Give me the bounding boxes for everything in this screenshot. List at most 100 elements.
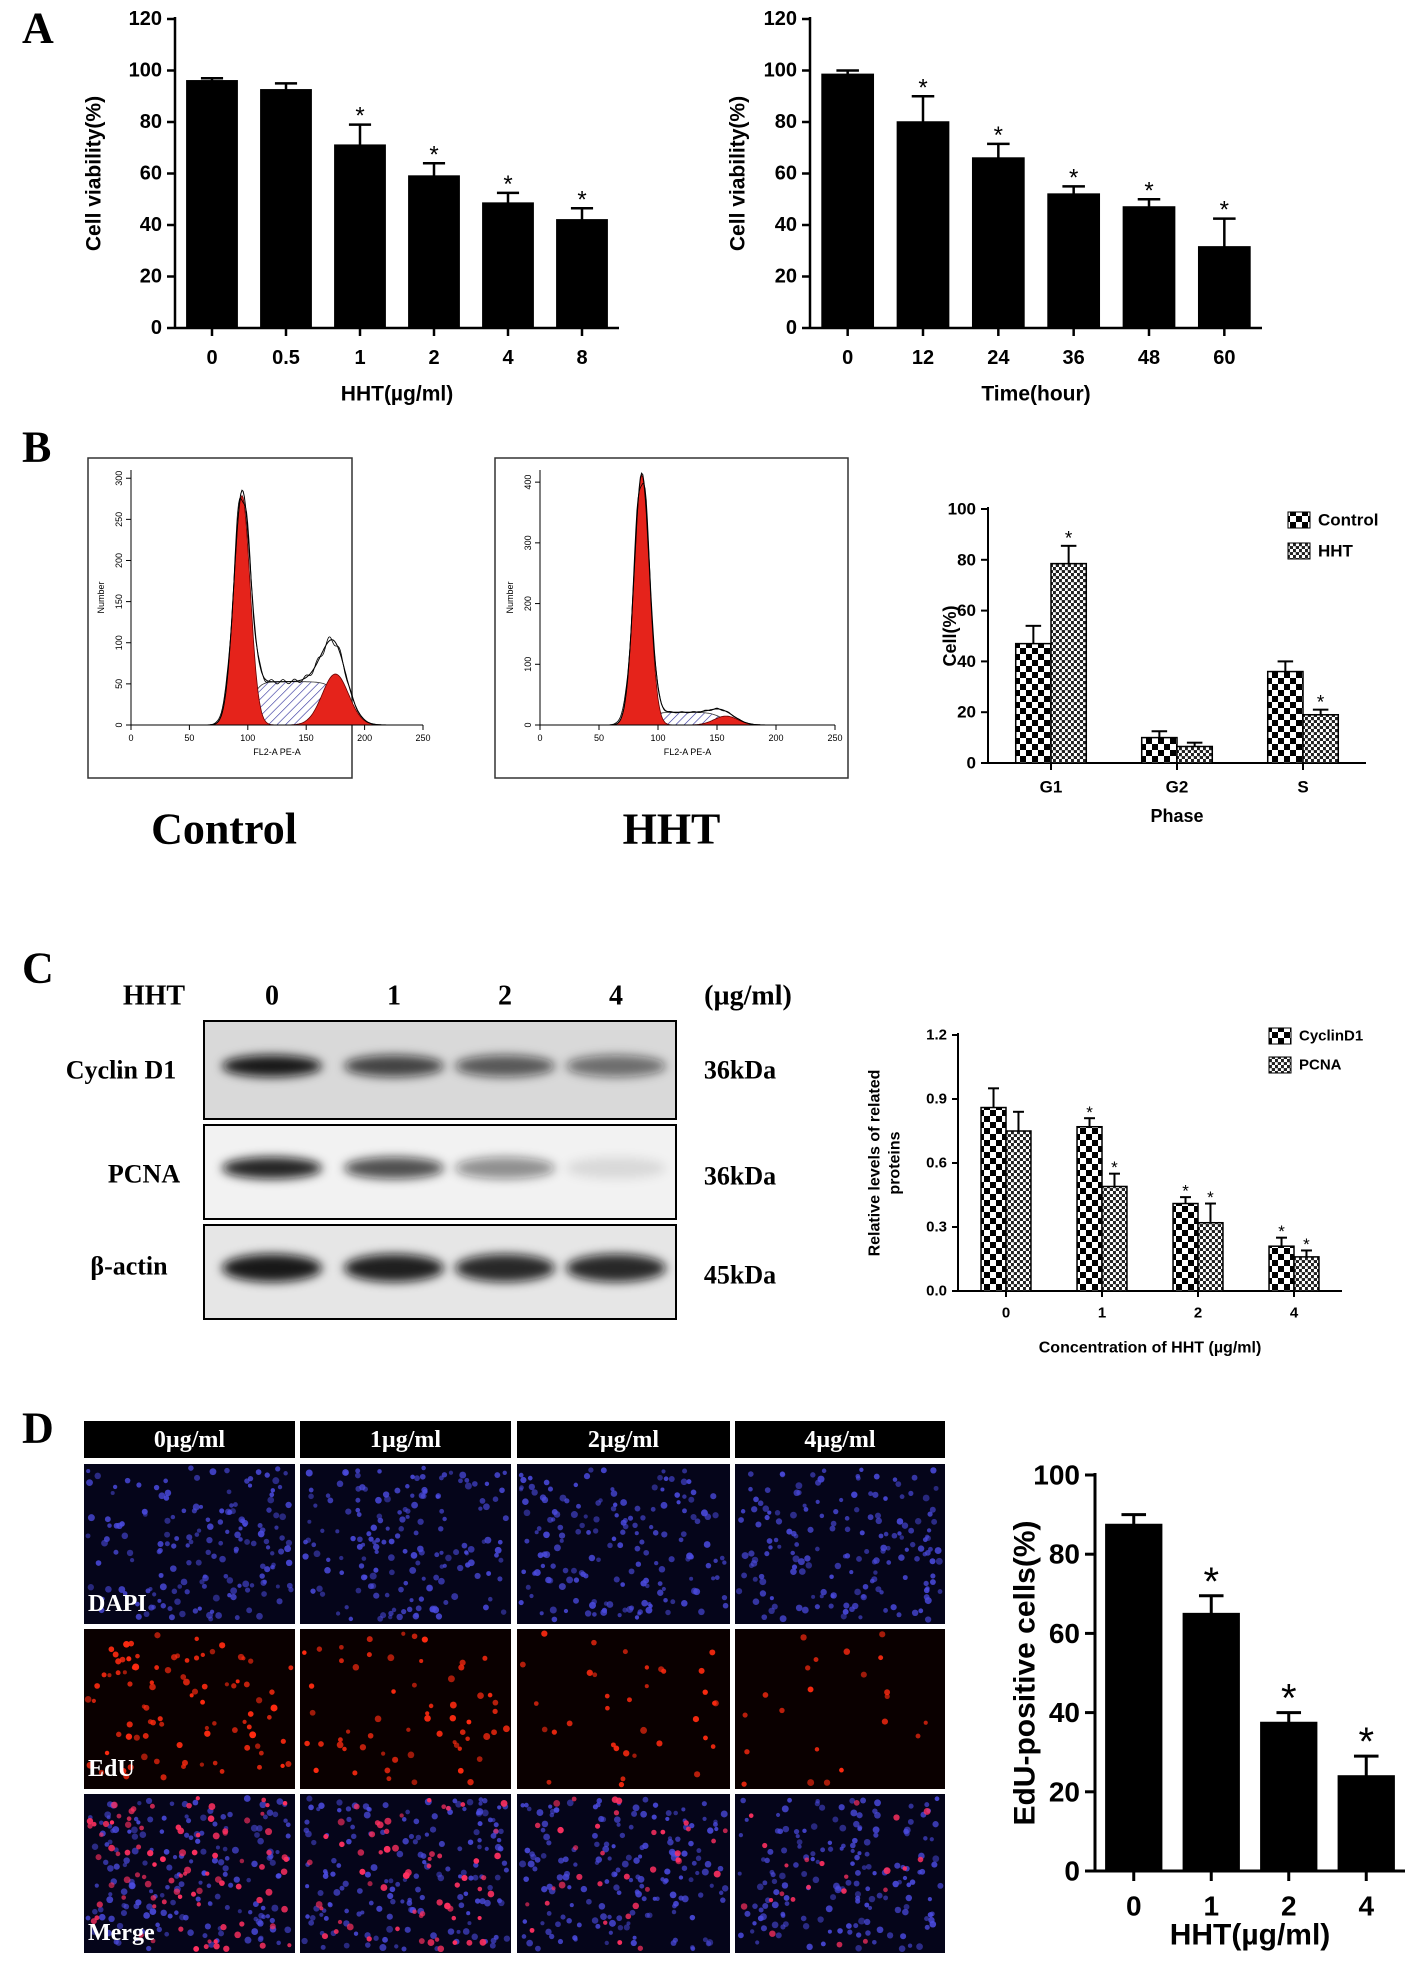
nucleus: [285, 1501, 292, 1509]
edu-nucleus: [280, 1738, 286, 1744]
nucleus: [527, 1475, 533, 1481]
edu-nucleus: [427, 1856, 432, 1861]
edu-nucleus: [805, 1665, 811, 1671]
edu-nucleus: [915, 1733, 921, 1739]
edu-nucleus: [98, 1832, 104, 1838]
bar: [896, 121, 950, 329]
nucleus: [396, 1850, 404, 1858]
nucleus: [595, 1923, 601, 1929]
edu-nucleus: [483, 1732, 491, 1740]
edu-nucleus: [644, 1665, 650, 1670]
nucleus: [212, 1594, 220, 1602]
nucleus: [284, 1545, 292, 1553]
nucleus: [902, 1908, 909, 1916]
x-tick-label: 12: [912, 347, 934, 369]
nucleus: [740, 1797, 746, 1804]
edu-nucleus: [154, 1632, 161, 1639]
nucleus: [820, 1588, 827, 1596]
edu-nucleus: [571, 1796, 577, 1802]
nucleus: [917, 1869, 922, 1875]
edu-nucleus: [902, 1866, 908, 1871]
y-tick-label: 100: [523, 657, 533, 672]
nucleus: [634, 1615, 640, 1620]
nucleus: [412, 1839, 418, 1845]
significance-marker: *: [577, 186, 586, 213]
nucleus: [557, 1938, 564, 1945]
nucleus: [864, 1902, 870, 1908]
nucleus: [603, 1841, 610, 1847]
nucleus: [98, 1607, 105, 1614]
nucleus: [790, 1511, 797, 1519]
nucleus: [189, 1859, 194, 1864]
nucleus: [269, 1492, 275, 1498]
nucleus: [586, 1530, 591, 1535]
nucleus: [600, 1467, 607, 1474]
edu-nucleus: [813, 1657, 819, 1663]
nucleus: [307, 1519, 312, 1524]
nucleus: [163, 1478, 169, 1484]
x-axis-label: FL2-A PE-A: [253, 747, 301, 757]
edu-nucleus: [359, 1868, 366, 1875]
edu-nucleus: [244, 1744, 251, 1751]
nucleus: [386, 1925, 394, 1933]
x-tick-label: 24: [987, 347, 1010, 369]
nucleus: [271, 1904, 279, 1912]
edu-nucleus: [380, 1884, 388, 1891]
nucleus: [611, 1844, 616, 1849]
nucleus: [171, 1588, 178, 1595]
edu-nucleus: [200, 1699, 206, 1705]
nucleus: [701, 1801, 707, 1807]
nucleus: [363, 1574, 368, 1580]
nucleus: [115, 1939, 122, 1946]
edu-nucleus: [242, 1719, 247, 1724]
edu-nucleus: [454, 1882, 460, 1888]
nucleus: [702, 1816, 707, 1821]
nucleus: [584, 1610, 592, 1617]
edu-nucleus: [257, 1764, 262, 1770]
edu-nucleus: [426, 1797, 432, 1803]
bar: [1197, 1221, 1224, 1292]
y-tick-label: 400: [523, 475, 533, 490]
edu-nucleus: [193, 1655, 200, 1661]
nucleus: [926, 1528, 932, 1533]
nucleus: [159, 1829, 165, 1834]
nucleus: [250, 1824, 258, 1832]
y-tick-label: 20: [140, 266, 162, 288]
nucleus: [260, 1905, 266, 1911]
edu-nucleus: [452, 1940, 458, 1946]
edu-nucleus: [467, 1778, 474, 1786]
nucleus: [591, 1598, 597, 1605]
nucleus: [850, 1809, 858, 1817]
edu-nucleus: [87, 1823, 93, 1829]
nucleus: [876, 1892, 883, 1899]
edu-nucleus: [923, 1720, 928, 1725]
edu-nucleus: [381, 1751, 386, 1756]
nucleus: [471, 1933, 478, 1941]
nucleus: [413, 1873, 420, 1879]
nucleus: [623, 1924, 630, 1931]
nucleus: [762, 1903, 769, 1909]
nucleus: [935, 1557, 943, 1565]
edu-nucleus: [256, 1896, 263, 1904]
nucleus: [797, 1558, 805, 1566]
edu-nucleus: [923, 1808, 931, 1815]
nucleus: [373, 1592, 380, 1599]
nucleus: [261, 1914, 266, 1920]
nucleus: [570, 1511, 578, 1519]
edu-nucleus: [269, 1923, 276, 1930]
nucleus: [197, 1606, 202, 1611]
nucleus: [563, 1870, 571, 1877]
nucleus: [379, 1944, 387, 1952]
nucleus: [540, 1853, 547, 1859]
nucleus: [172, 1855, 178, 1860]
nucleus: [126, 1549, 134, 1557]
nucleus: [885, 1545, 891, 1551]
nucleus: [355, 1468, 361, 1474]
edu-nucleus: [800, 1634, 807, 1641]
nucleus: [410, 1493, 415, 1498]
nucleus: [407, 1897, 412, 1903]
nucleus: [472, 1874, 479, 1881]
edu-nucleus: [447, 1905, 454, 1912]
edu-nucleus: [231, 1683, 237, 1689]
nucleus: [607, 1542, 613, 1549]
